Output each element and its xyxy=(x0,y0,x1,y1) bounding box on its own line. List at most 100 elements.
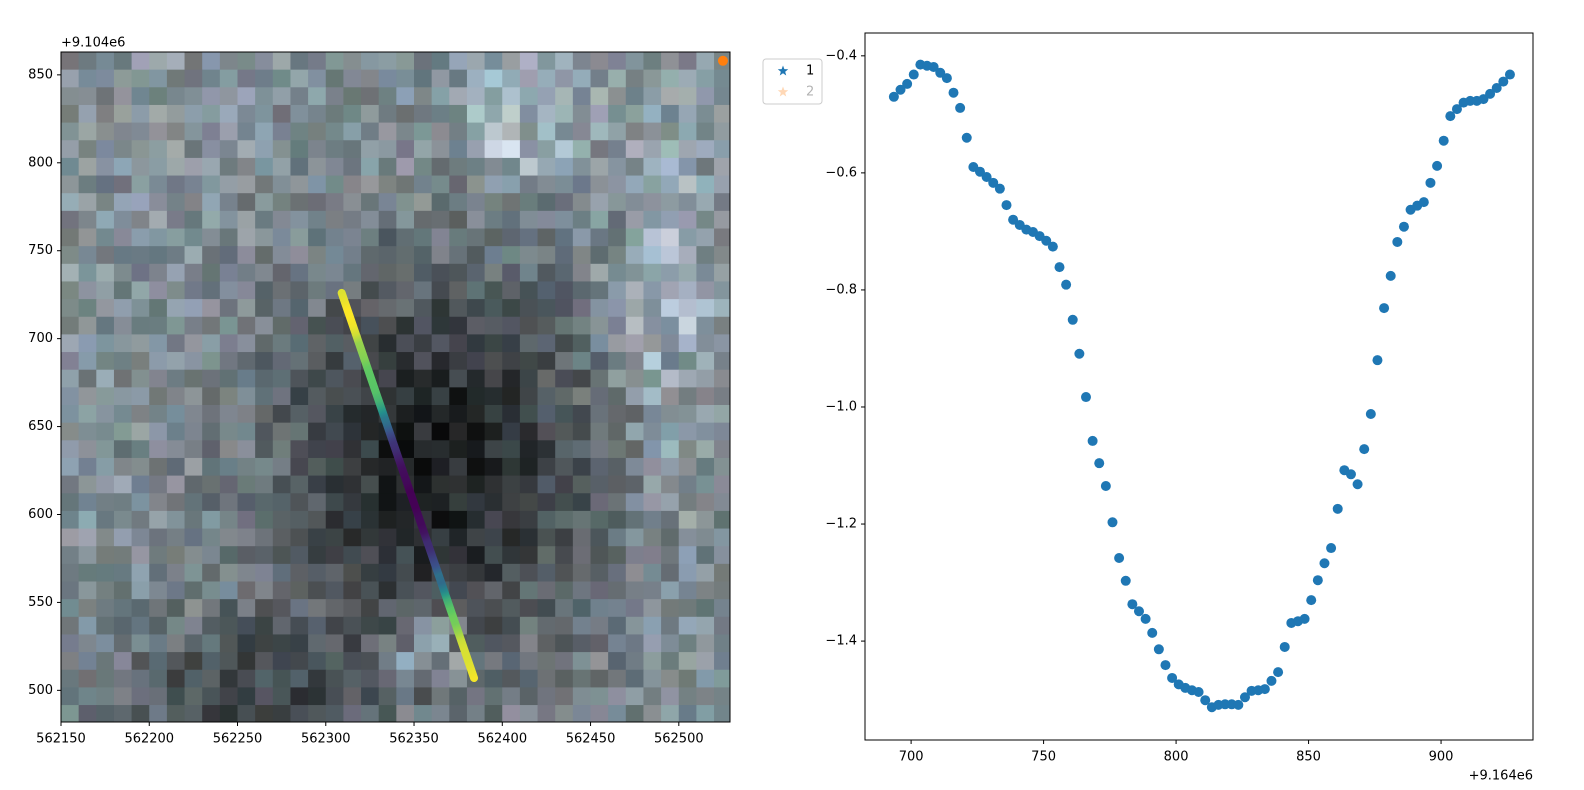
x-tick-label: 850 xyxy=(1296,750,1321,765)
pixel xyxy=(537,581,556,600)
pixel xyxy=(608,104,627,124)
pixel xyxy=(184,440,203,459)
pixel xyxy=(78,87,97,106)
pixel xyxy=(149,52,168,71)
pixel xyxy=(113,122,133,141)
pixel xyxy=(431,422,450,441)
pixel xyxy=(661,422,680,441)
pixel xyxy=(361,581,380,600)
pixel xyxy=(678,122,697,141)
pixel xyxy=(449,352,468,371)
pixel xyxy=(96,405,115,424)
pixel xyxy=(678,157,697,177)
scatter-point xyxy=(1306,595,1317,606)
pixel xyxy=(237,281,256,300)
pixel xyxy=(625,634,644,653)
pixel xyxy=(502,669,521,688)
scatter-point xyxy=(948,87,959,98)
pixel xyxy=(396,69,415,88)
pixel xyxy=(343,581,362,600)
pixel xyxy=(608,263,627,282)
pixel xyxy=(484,546,503,565)
pixel xyxy=(714,563,730,582)
pixel xyxy=(378,687,397,706)
pixel xyxy=(519,387,539,406)
pixel xyxy=(555,528,574,547)
pixel xyxy=(290,104,309,124)
pixel xyxy=(714,669,730,688)
pixel xyxy=(78,281,97,300)
pixel xyxy=(466,493,486,512)
pixel xyxy=(255,387,274,406)
pixel xyxy=(714,387,730,406)
pixel xyxy=(237,652,256,671)
pixel xyxy=(519,581,539,600)
pixel xyxy=(96,510,115,530)
pixel xyxy=(184,69,203,88)
pixel xyxy=(361,493,380,512)
pixel xyxy=(255,616,274,635)
pixel xyxy=(572,210,591,229)
scatter-point xyxy=(1233,699,1244,710)
pixel xyxy=(537,263,556,282)
pixel xyxy=(113,69,133,88)
pixel xyxy=(166,122,186,141)
x-tick-label: 562350 xyxy=(389,732,439,747)
pixel xyxy=(537,616,556,635)
pixel xyxy=(590,405,609,424)
scatter-point xyxy=(955,102,966,113)
pixel xyxy=(555,316,574,335)
pixel xyxy=(431,52,450,71)
pixel xyxy=(131,246,150,265)
pixel xyxy=(237,705,256,722)
pixel xyxy=(608,299,627,318)
pixel xyxy=(184,546,203,565)
pixel xyxy=(361,563,380,582)
pixel xyxy=(237,352,256,371)
pixel xyxy=(361,122,380,141)
pixel xyxy=(325,228,344,247)
y-tick-label: 550 xyxy=(28,595,53,610)
pixel xyxy=(414,387,433,406)
pixel xyxy=(502,104,521,124)
pixel xyxy=(78,193,97,212)
pixel xyxy=(431,87,450,106)
pixel xyxy=(625,705,644,722)
pixel xyxy=(131,122,150,141)
pixel xyxy=(625,246,644,265)
pixel xyxy=(290,157,309,177)
pixel xyxy=(502,157,521,177)
pixel xyxy=(661,263,680,282)
pixel xyxy=(696,352,715,371)
pixel xyxy=(96,475,115,494)
pixel xyxy=(696,263,715,282)
pixel xyxy=(361,457,380,477)
pixel xyxy=(61,387,80,406)
pixel xyxy=(678,246,697,265)
pixel xyxy=(466,563,486,582)
pixel xyxy=(272,157,291,177)
pixel xyxy=(272,228,291,247)
pixel xyxy=(466,246,486,265)
pixel xyxy=(325,405,344,424)
pixel xyxy=(96,440,115,459)
pixel xyxy=(625,669,644,688)
pixel xyxy=(202,228,221,247)
pixel xyxy=(113,193,133,212)
pixel xyxy=(643,405,662,424)
pixel xyxy=(237,87,256,106)
pixel xyxy=(113,387,133,406)
pixel xyxy=(555,281,574,300)
pixel xyxy=(361,528,380,547)
pixel xyxy=(484,87,503,106)
pixel xyxy=(502,528,521,547)
pixel xyxy=(590,616,609,635)
pixel xyxy=(555,687,574,706)
pixel xyxy=(678,387,697,406)
pixel xyxy=(325,493,344,512)
pixel xyxy=(361,475,380,494)
scatter-point xyxy=(1398,221,1409,232)
scatter-point xyxy=(1352,479,1363,490)
pixel xyxy=(202,299,221,318)
pixel xyxy=(61,69,80,88)
